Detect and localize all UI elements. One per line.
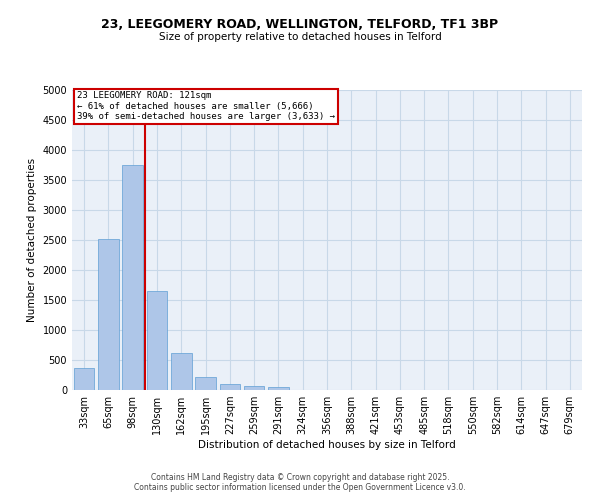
Bar xyxy=(195,376,216,390)
Bar xyxy=(74,368,94,390)
Bar xyxy=(146,291,167,390)
Text: 23 LEEGOMERY ROAD: 121sqm
← 61% of detached houses are smaller (5,666)
39% of se: 23 LEEGOMERY ROAD: 121sqm ← 61% of detac… xyxy=(77,92,335,122)
Bar xyxy=(171,352,191,390)
Bar xyxy=(244,386,265,390)
Text: Contains HM Land Registry data © Crown copyright and database right 2025.
Contai: Contains HM Land Registry data © Crown c… xyxy=(134,473,466,492)
Bar xyxy=(268,387,289,390)
X-axis label: Distribution of detached houses by size in Telford: Distribution of detached houses by size … xyxy=(198,440,456,450)
Text: Size of property relative to detached houses in Telford: Size of property relative to detached ho… xyxy=(158,32,442,42)
Bar xyxy=(220,384,240,390)
Y-axis label: Number of detached properties: Number of detached properties xyxy=(27,158,37,322)
Bar xyxy=(122,165,143,390)
Bar xyxy=(98,238,119,390)
Text: 23, LEEGOMERY ROAD, WELLINGTON, TELFORD, TF1 3BP: 23, LEEGOMERY ROAD, WELLINGTON, TELFORD,… xyxy=(101,18,499,30)
